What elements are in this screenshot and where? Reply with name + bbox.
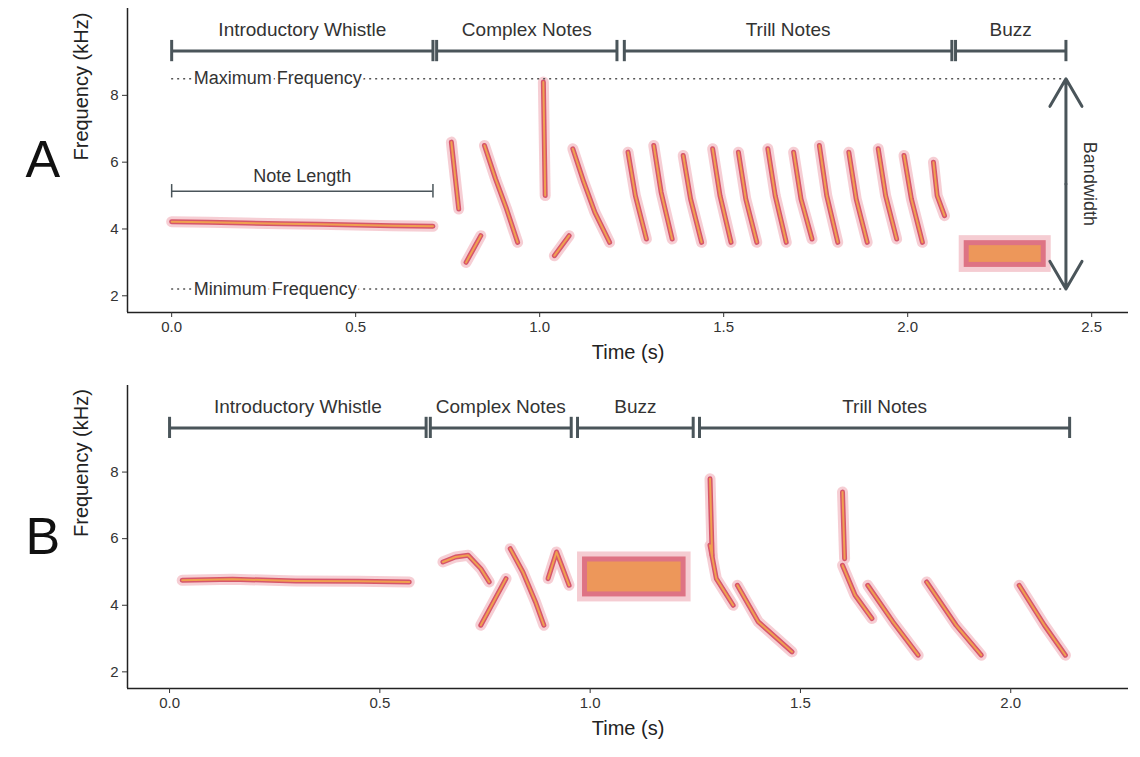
svg-text:0.5: 0.5 xyxy=(345,318,366,335)
svg-text:Buzz: Buzz xyxy=(990,19,1032,40)
svg-text:Frequency (kHz): Frequency (kHz) xyxy=(70,13,92,161)
svg-text:0.0: 0.0 xyxy=(159,694,180,711)
svg-text:Minimum Frequency: Minimum Frequency xyxy=(194,279,357,299)
svg-text:Complex Notes: Complex Notes xyxy=(436,396,566,417)
svg-text:8: 8 xyxy=(110,463,118,480)
svg-text:Time (s): Time (s) xyxy=(592,717,665,739)
svg-text:1.0: 1.0 xyxy=(529,318,550,335)
svg-text:Trill Notes: Trill Notes xyxy=(746,19,831,40)
svg-text:4: 4 xyxy=(110,220,118,237)
svg-text:8: 8 xyxy=(110,86,118,103)
svg-text:Complex Notes: Complex Notes xyxy=(462,19,592,40)
svg-text:2: 2 xyxy=(110,663,118,680)
svg-text:Introductory Whistle: Introductory Whistle xyxy=(214,396,382,417)
svg-text:4: 4 xyxy=(110,596,118,613)
svg-text:0.5: 0.5 xyxy=(369,694,390,711)
svg-text:2: 2 xyxy=(110,287,118,304)
svg-text:Maximum Frequency: Maximum Frequency xyxy=(194,68,362,88)
svg-text:Note Length: Note Length xyxy=(253,166,351,186)
svg-text:6: 6 xyxy=(110,529,118,546)
svg-text:A: A xyxy=(26,130,61,188)
svg-text:Introductory Whistle: Introductory Whistle xyxy=(218,19,386,40)
svg-text:2.0: 2.0 xyxy=(897,318,918,335)
svg-text:Time (s): Time (s) xyxy=(592,341,665,363)
svg-text:0.0: 0.0 xyxy=(161,318,182,335)
svg-text:6: 6 xyxy=(110,153,118,170)
svg-text:Buzz: Buzz xyxy=(614,396,656,417)
svg-text:Bandwidth: Bandwidth xyxy=(1080,142,1100,226)
svg-text:Trill Notes: Trill Notes xyxy=(842,396,927,417)
svg-text:Frequency (kHz): Frequency (kHz) xyxy=(70,389,92,537)
svg-text:2.0: 2.0 xyxy=(1000,694,1021,711)
svg-text:1.5: 1.5 xyxy=(713,318,734,335)
svg-text:2.5: 2.5 xyxy=(1081,318,1102,335)
svg-text:B: B xyxy=(26,507,61,565)
svg-text:1.5: 1.5 xyxy=(790,694,811,711)
svg-text:1.0: 1.0 xyxy=(580,694,601,711)
